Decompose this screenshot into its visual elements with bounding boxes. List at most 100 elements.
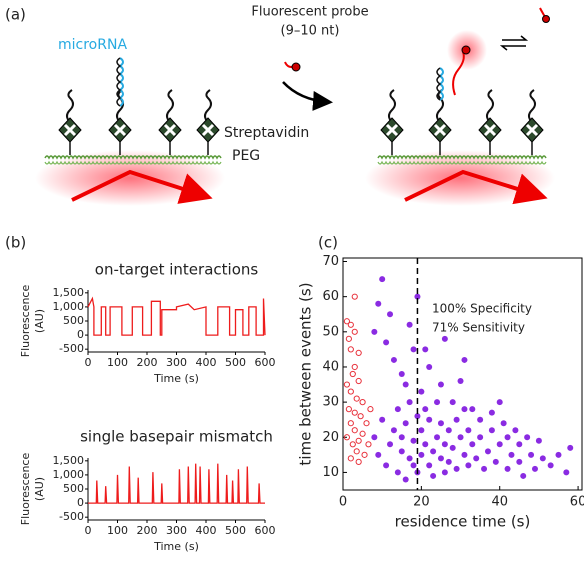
point xyxy=(398,448,405,455)
point xyxy=(531,465,538,472)
probe-dye xyxy=(291,62,301,72)
point xyxy=(347,388,354,395)
point xyxy=(535,437,542,444)
x-tick-label: 0 xyxy=(85,524,92,537)
point xyxy=(383,339,390,346)
y-tick-label: 500 xyxy=(63,482,84,495)
capture-strand xyxy=(116,57,122,107)
point xyxy=(434,434,441,441)
point xyxy=(410,346,417,353)
point xyxy=(402,381,409,388)
y-axis-label: Fluorescence xyxy=(19,453,32,526)
peg-surface xyxy=(377,155,547,160)
bound-probe xyxy=(452,51,465,96)
point xyxy=(488,427,495,434)
point xyxy=(343,318,351,325)
point xyxy=(402,420,409,427)
x-tick-label: 0 xyxy=(85,356,92,369)
streptavidin-cross xyxy=(163,123,177,137)
laser-beam xyxy=(404,169,548,205)
point xyxy=(477,416,484,423)
probe-dye xyxy=(461,45,471,55)
tether xyxy=(66,89,74,123)
y-tick-label: 40 xyxy=(322,359,339,374)
point xyxy=(457,378,464,385)
point xyxy=(345,335,352,342)
y-tick-label: 30 xyxy=(322,395,339,410)
point xyxy=(410,437,417,444)
x-tick-label: 40 xyxy=(491,495,508,510)
point xyxy=(347,420,354,427)
x-tick-label: 500 xyxy=(225,356,246,369)
capture-strand xyxy=(436,67,442,101)
point xyxy=(349,370,356,378)
point xyxy=(430,448,437,455)
point xyxy=(520,472,527,479)
chart: single basepair mismatch 0 100 200 300 400 500… xyxy=(19,428,276,554)
point xyxy=(347,455,354,462)
point xyxy=(434,399,441,406)
point xyxy=(426,416,433,423)
chart: 0 20 40 60 10 20 30 40 50 60 70 residence time (s) t… xyxy=(297,254,584,530)
x-tick-label: 60 xyxy=(570,495,584,510)
point xyxy=(347,346,354,353)
point xyxy=(418,451,425,458)
point xyxy=(512,427,519,434)
streptavidin-cross xyxy=(483,123,497,137)
x-tick-label: 20 xyxy=(413,495,430,510)
tether xyxy=(204,89,212,123)
streptavidin-cross xyxy=(525,123,539,137)
streptavidin-label: Streptavidin xyxy=(224,125,309,141)
point xyxy=(398,434,405,441)
y-tick-label: 1,500 xyxy=(53,454,85,467)
point xyxy=(481,465,488,472)
point xyxy=(504,465,511,472)
x-tick-label: 400 xyxy=(196,356,217,369)
tether xyxy=(166,89,174,123)
point xyxy=(449,444,456,451)
streptavidin-cross xyxy=(113,123,127,137)
tether xyxy=(528,89,536,123)
probe-dye xyxy=(542,15,550,23)
point xyxy=(379,276,386,283)
point xyxy=(365,441,372,448)
point xyxy=(398,371,405,377)
point xyxy=(465,462,472,469)
streptavidin-cross xyxy=(385,123,399,137)
point xyxy=(375,300,382,307)
y-tick-label: 60 xyxy=(322,289,339,304)
point xyxy=(430,472,437,479)
chart-title: on-target interactions xyxy=(95,261,259,279)
y-tick-label: 1,500 xyxy=(53,286,85,299)
point xyxy=(437,455,444,462)
point xyxy=(387,441,394,448)
x-tick-label: 500 xyxy=(225,524,246,537)
point xyxy=(418,388,425,395)
point xyxy=(379,416,386,423)
y-tick-label: 0 xyxy=(77,328,84,341)
trace xyxy=(88,463,265,504)
point xyxy=(371,434,378,441)
point xyxy=(457,434,464,441)
x-tick-label: 100 xyxy=(107,356,128,369)
point xyxy=(555,451,562,458)
annotation: 100% Specificity xyxy=(432,302,532,316)
streptavidin-cross xyxy=(201,123,215,137)
point xyxy=(349,441,356,448)
point xyxy=(422,441,429,448)
point xyxy=(461,406,468,413)
panel-label: (c) xyxy=(318,234,338,252)
point xyxy=(563,469,570,476)
y-tick-label: 1,000 xyxy=(53,468,85,481)
arrow xyxy=(282,81,333,111)
point xyxy=(469,406,476,413)
y-tick-label: 1,000 xyxy=(53,300,85,313)
laser-beam xyxy=(71,169,213,204)
tether xyxy=(388,89,396,123)
peg-surface xyxy=(44,155,222,160)
trace xyxy=(87,296,266,336)
point xyxy=(504,434,511,441)
point xyxy=(351,409,358,416)
peg-surface xyxy=(44,160,222,165)
point xyxy=(539,455,546,462)
